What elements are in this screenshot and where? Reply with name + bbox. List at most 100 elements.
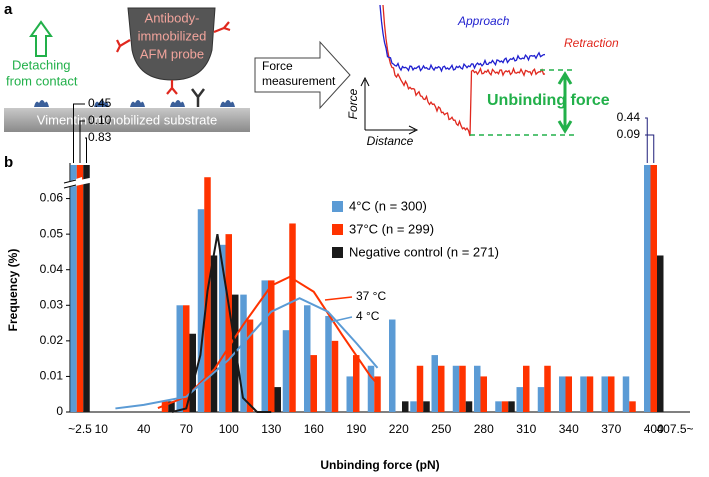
bar [416, 365, 424, 412]
bar [282, 330, 290, 412]
bar [508, 401, 515, 412]
bar [310, 355, 317, 412]
value-label-leader [85, 137, 87, 163]
distance-axis-label: Distance [367, 134, 414, 148]
bar [268, 280, 275, 412]
bar [580, 376, 587, 412]
legend-label: 4°C (n = 300) [349, 198, 427, 213]
detach-label: Detaching [12, 57, 71, 72]
x-tick-label: 40 [137, 422, 151, 436]
y-tick-label: 0.02 [40, 333, 64, 347]
fit-curve [157, 275, 379, 410]
substrate [4, 108, 250, 132]
force-axis-label: Force [346, 88, 360, 119]
bar [353, 355, 360, 412]
x-tick-label: 190 [346, 422, 366, 436]
substrate-label: Vimentin-immobilized substrate [37, 112, 217, 127]
x-axis-label: Unbinding force (pN) [320, 458, 439, 472]
probe-label: AFM probe [140, 46, 204, 61]
probe-label: Antibody- [145, 10, 200, 25]
approach-curve [379, 4, 546, 73]
x-tick-label: 220 [389, 422, 409, 436]
bar [76, 165, 84, 413]
unbinding-label: Unbinding force [487, 92, 610, 109]
bar [331, 340, 339, 412]
legend-swatch [332, 247, 343, 258]
value-label-leader [79, 120, 85, 163]
value-label-leader [73, 103, 85, 163]
retraction-curve [382, 4, 546, 137]
value-label: 0.45 [88, 96, 112, 110]
bar [70, 165, 77, 412]
value-label: 0.10 [88, 113, 112, 127]
bar [601, 376, 608, 412]
bar [374, 376, 381, 412]
bar [367, 365, 375, 412]
fit-curve [171, 233, 272, 413]
bar [501, 401, 509, 412]
axis-break-mark [63, 179, 77, 189]
bar [289, 223, 296, 412]
bar [246, 319, 254, 412]
bar [474, 365, 481, 412]
retraction-label: Retraction [564, 36, 619, 50]
bar [565, 376, 572, 412]
y-tick-label: 0.06 [40, 191, 64, 205]
bar [465, 401, 473, 412]
bar [523, 365, 530, 412]
y-tick-label: 0.01 [40, 369, 64, 383]
bar [176, 305, 183, 412]
schematic-axes [360, 76, 419, 135]
panel-label: a [4, 1, 13, 18]
bar [183, 305, 190, 412]
approach-label: Approach [457, 14, 510, 28]
probe-label: immobilized [138, 28, 207, 43]
bar [210, 255, 218, 412]
bar [438, 365, 445, 412]
value-label-leader [645, 117, 648, 163]
x-tick-label: 250 [431, 422, 451, 436]
legend-swatch [332, 224, 343, 235]
detach-arrow [29, 20, 53, 57]
fit-leader [324, 296, 353, 301]
bar [459, 365, 466, 412]
unbinding-arrow [557, 71, 573, 134]
detach-label: from contact [6, 73, 78, 88]
bar [622, 376, 630, 412]
value-label-leader [645, 134, 655, 163]
x-tick-label: 340 [559, 422, 579, 436]
fit-label: 37 °C [356, 289, 386, 303]
x-tick-label: 70 [180, 422, 194, 436]
bar [240, 294, 247, 412]
bar [346, 376, 353, 412]
bar [608, 376, 615, 412]
dashed-level [470, 69, 575, 136]
bar [586, 376, 594, 412]
bar [261, 280, 268, 412]
bar [537, 387, 545, 412]
fit-leader [329, 316, 353, 323]
legend-swatch [332, 201, 343, 212]
bar [452, 365, 460, 412]
axis-break [661, 177, 689, 188]
afm-probe [127, 7, 216, 81]
bar [161, 401, 169, 412]
bar [559, 376, 566, 412]
y-tick-label: 0.04 [40, 262, 64, 276]
bar [325, 315, 332, 412]
antibodies [116, 21, 231, 95]
x-tick-label: 280 [474, 422, 494, 436]
bar [304, 305, 311, 412]
bar [629, 401, 636, 412]
x-tick-label: 160 [304, 422, 324, 436]
bar [480, 376, 487, 412]
force-measurement-label: measurement [262, 74, 336, 88]
bar [431, 355, 438, 412]
bar [274, 387, 281, 412]
fit-label: 4 °C [356, 309, 380, 323]
bar [544, 365, 551, 412]
process-arrow [254, 40, 351, 110]
bar [389, 319, 396, 412]
bar [189, 333, 196, 412]
